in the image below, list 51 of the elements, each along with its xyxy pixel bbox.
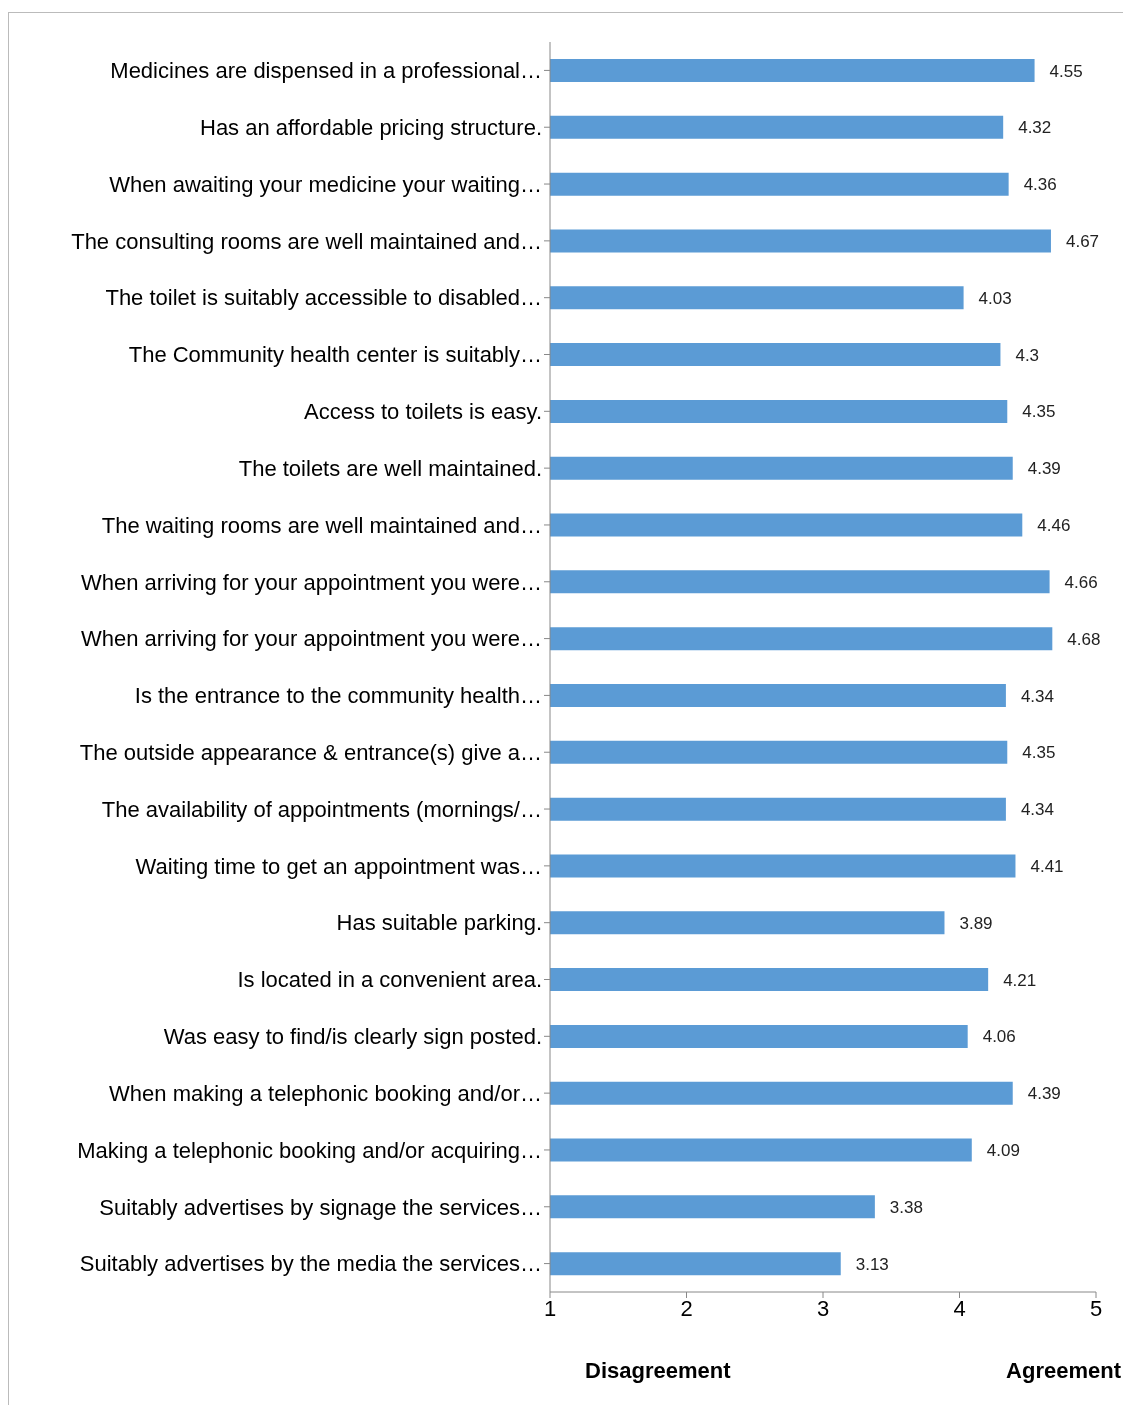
y-tick-label: The outside appearance & entrance(s) give a…: [79, 740, 542, 766]
y-tick-label: When awaiting your medicine your waiting…: [109, 171, 542, 197]
y-tick-label: The consulting rooms are well maintained and…: [71, 228, 542, 254]
data-label: 4.67: [1065, 231, 1100, 251]
data-label: 3.38: [889, 1197, 923, 1217]
data-label: 4.21: [1003, 970, 1037, 990]
y-tick-label: Is the entrance to the community health…: [134, 683, 542, 709]
data-label: 4.09: [986, 1141, 1020, 1161]
data-label: 3.13: [855, 1254, 889, 1274]
y-tick-label: Access to toilets is easy.: [303, 399, 542, 425]
data-label: 4.68: [1067, 629, 1101, 649]
data-label: 4.66: [1064, 572, 1098, 592]
data-label: 4.39: [1027, 459, 1061, 479]
y-tick-label: The Community health center is suitably…: [128, 342, 542, 368]
y-tick-label: When making a telephonic booking and/or…: [109, 1080, 542, 1106]
y-tick-label: Waiting time to get an appointment was…: [135, 853, 542, 879]
y-tick-label: Suitably advertises by the media the services…: [79, 1251, 542, 1277]
y-tick-label: When arriving for your appointment you were…: [81, 626, 542, 652]
data-label: 4.39: [1027, 1084, 1061, 1104]
x-tick-label: 1: [543, 1295, 557, 1321]
x-tick-label: 3: [816, 1295, 830, 1321]
text: Agreement: [1006, 1358, 1121, 1384]
x-tick-label: 5: [1089, 1295, 1103, 1321]
data-label: 4.03: [978, 288, 1012, 308]
x-tick-label: 4: [953, 1295, 966, 1321]
y-tick-label: The toilets are well maintained.: [238, 455, 542, 481]
y-tick-label: The availability of appointments (mornings/…: [101, 796, 542, 822]
data-label: 4.55: [1049, 61, 1083, 81]
data-label: 4.41: [1030, 856, 1064, 876]
data-label: 4.34: [1020, 800, 1054, 820]
data-label: 4.3: [1015, 345, 1040, 365]
y-tick-label: Medicines are dispensed in a professional…: [110, 58, 542, 84]
data-label: 4.35: [1022, 743, 1056, 763]
x-tick-label: 2: [680, 1295, 693, 1321]
data-label: 3.89: [959, 913, 993, 933]
y-tick-label: Has suitable parking.: [336, 910, 542, 936]
data-label: 4.34: [1020, 686, 1054, 706]
data-label: 4.46: [1037, 516, 1071, 536]
text: Disagreement: [585, 1358, 731, 1384]
y-tick-label: When arriving for your appointment you were…: [81, 569, 542, 595]
y-tick-label: Suitably advertises by signage the services…: [99, 1194, 542, 1220]
data-label: 4.35: [1022, 402, 1056, 422]
y-tick-label: Has an affordable pricing structure.: [200, 115, 542, 141]
y-tick-label: Is located in a convenient area.: [237, 967, 542, 993]
y-tick-label: Making a telephonic booking and/or acquiring…: [77, 1137, 542, 1163]
data-label: 4.32: [1018, 118, 1052, 138]
y-tick-label: The waiting rooms are well maintained and…: [101, 512, 542, 538]
y-tick-label: Was easy to find/is clearly sign posted.: [163, 1024, 542, 1050]
data-label: 4.36: [1023, 175, 1057, 195]
y-tick-label: The toilet is suitably accessible to disabled…: [105, 285, 542, 311]
data-label: 4.06: [982, 1027, 1016, 1047]
